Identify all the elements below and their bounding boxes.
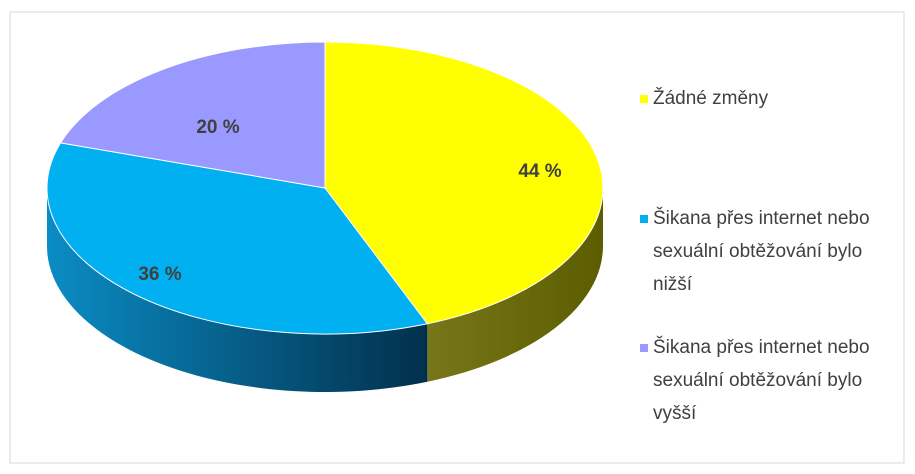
legend-entry: Šikana přes internet nebo sexuální obtěž… bbox=[640, 202, 881, 301]
pie-slice bbox=[46, 142, 429, 335]
legend-marker bbox=[640, 95, 648, 103]
legend-entry: Šikana přes internet nebo sexuální obtěž… bbox=[640, 331, 881, 430]
data-label: 36 % bbox=[138, 264, 181, 285]
legend-marker bbox=[640, 215, 648, 223]
pie-slice bbox=[59, 41, 326, 189]
data-label: 44 % bbox=[518, 161, 561, 182]
legend-label: Žádné změny bbox=[653, 88, 769, 109]
chart-border bbox=[9, 11, 905, 464]
data-label: 20 % bbox=[196, 117, 239, 138]
legend-entry: Žádné změny bbox=[640, 82, 881, 115]
pie-slice bbox=[324, 41, 604, 325]
legend-marker bbox=[640, 344, 648, 352]
pie-side bbox=[47, 188, 428, 393]
legend-label: Šikana přes internet nebo sexuální obtěž… bbox=[653, 337, 870, 424]
pie-side bbox=[427, 188, 603, 382]
legend-label: Šikana přes internet nebo sexuální obtěž… bbox=[653, 208, 870, 295]
